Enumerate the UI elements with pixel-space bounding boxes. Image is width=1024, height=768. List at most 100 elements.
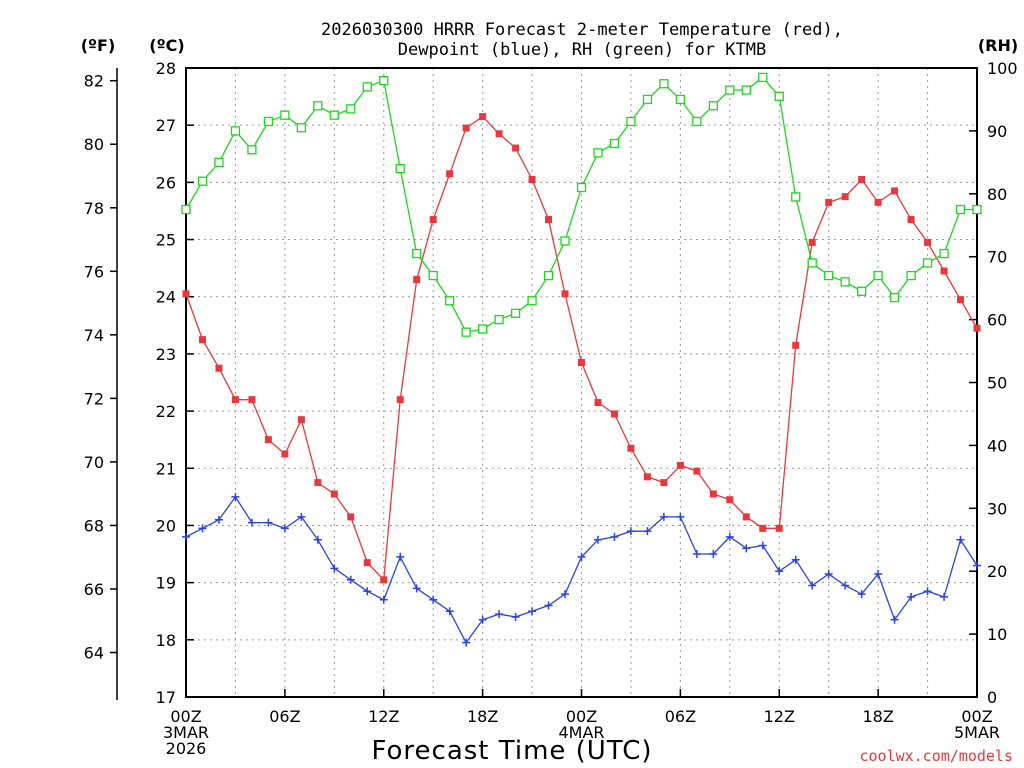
dewpoint-point [330,564,339,573]
temperature-point [643,473,651,481]
celsius-tick-label: 25 [156,231,176,250]
x-axis-label: Forecast Time (UTC) [371,736,652,766]
temperature-point [561,290,569,298]
credit-text: coolwx.com/models [859,747,1013,765]
dewpoint-point [561,590,570,599]
x-tick-label: 2026 [166,739,207,758]
rh-point [659,79,669,89]
rh-point [313,101,323,111]
chart-title-line2: Dewpoint (blue), RH (green) for KTMB [398,40,766,60]
rh-unit-label: (RH) [978,36,1018,55]
dewpoint-point [692,550,701,559]
rh-point [824,270,834,281]
temperature-point [578,358,585,366]
rh-point [477,324,488,334]
dewpoint-point [462,638,471,647]
temperature-point [792,341,800,349]
x-tick-label: 00Z [566,707,597,726]
rh-point [972,204,982,215]
dewpoint-point [511,612,520,621]
celsius-tick-label: 17 [156,688,176,707]
rh-point [873,270,883,281]
temperature-point [264,436,272,444]
celsius-tick-label: 28 [156,59,176,78]
dewpoint-point [973,561,981,570]
rh-tick-label: 10 [987,625,1007,644]
temperature-point [281,450,289,458]
fahrenheit-tick-label: 70 [84,453,104,472]
rh-tick-label: 80 [987,185,1007,204]
dewpoint-point [940,592,949,601]
celsius-tick-label: 26 [156,173,176,192]
rh-point [576,182,587,193]
dewpoint-point [626,527,635,536]
rh-tick-label: 0 [987,688,997,707]
temperature-point [775,524,783,532]
rh-point [791,192,801,202]
dewpoint-point [280,524,289,533]
rh-point [741,85,751,95]
temperature-point [182,290,190,298]
fahrenheit-tick-label: 66 [84,580,104,599]
x-tick-label: 00Z [170,707,201,726]
x-tick-label: 18Z [862,707,893,726]
temperature-point [924,238,932,246]
temperature-point [907,216,915,224]
rh-point [214,157,224,168]
temperature-point [726,496,734,504]
temperature-point [248,396,256,404]
dewpoint-point [379,595,388,604]
rh-point [379,75,389,86]
rh-tick-label: 40 [987,436,1007,455]
temperature-point [330,490,338,498]
dewpoint-point [923,587,932,596]
fahrenheit-tick-label: 76 [84,262,104,281]
rh-point [445,296,455,306]
temperature-point [709,490,717,498]
temperature-point [957,296,965,304]
temperature-point [825,198,833,206]
temperature-point [215,364,223,372]
rh-point [461,327,471,337]
temperature-point [891,187,899,195]
temperature-point [363,559,371,567]
x-tick-label: 12Z [764,707,795,726]
temperature-point [742,513,750,521]
rh-point [362,82,372,92]
series-rh [181,72,982,337]
dewpoint-point [182,532,190,541]
rh-point [675,94,686,105]
dewpoint-point [396,552,405,561]
temperature-point [676,461,684,469]
rh-point [758,72,768,83]
dewpoint-point [956,535,965,544]
dewpoint-point [478,615,487,624]
x-tick-label: 5MAR [954,723,1000,742]
temperature-point [627,444,635,452]
rh-point [692,116,702,127]
dewpoint-point [544,601,553,610]
tick-labels: 17 18 19 20 21 22 23 24 25 26 27 28 64 66 68 70 72 74 76 78… [84,59,1018,758]
dewpoint-point [429,595,438,604]
fahrenheit-tick-label: 82 [84,72,104,91]
rh-point [329,110,339,120]
axes [110,67,978,700]
x-tick-label: 3MAR [163,723,209,742]
dewpoint-point [231,492,240,501]
rh-point [296,123,307,133]
rh-point [543,270,554,281]
temperature-point [693,467,701,475]
rh-point [856,286,867,296]
rh-point [247,145,257,155]
rh-tick-label: 50 [987,374,1007,393]
temperature-point [231,396,239,404]
temperature-point [380,576,388,584]
dewpoint-point [247,518,256,527]
fahrenheit-tick-label: 78 [84,199,104,218]
rh-tick-label: 70 [987,248,1007,267]
rh-point [346,104,356,114]
temperature-point [413,276,421,284]
dewpoint-point [725,532,734,541]
celsius-tick-label: 20 [156,516,176,535]
temperature-point [841,193,849,201]
